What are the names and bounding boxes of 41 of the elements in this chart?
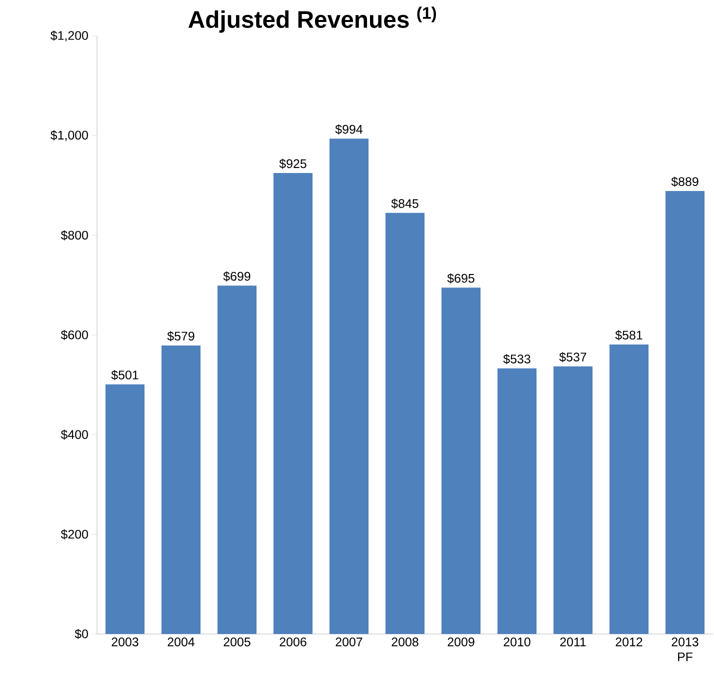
data-label: $925 bbox=[279, 158, 306, 169]
bar bbox=[106, 384, 144, 634]
y-tick-label: $400 bbox=[60, 430, 88, 440]
bar bbox=[498, 368, 537, 634]
chart-title: Adjusted Revenues $^{(1)}$ bbox=[188, 6, 436, 33]
y-tick-label: $1,000 bbox=[50, 130, 88, 142]
data-label: $581 bbox=[615, 330, 642, 340]
y-tick-label: $1,200 bbox=[50, 30, 88, 42]
x-tick-label: 2005 bbox=[224, 638, 250, 646]
data-label: $889 bbox=[671, 176, 698, 187]
x-tick-label: 2013 PF bbox=[672, 638, 698, 662]
bar bbox=[386, 212, 425, 634]
x-tick-label: 2006 bbox=[280, 638, 306, 646]
data-label: $579 bbox=[167, 331, 194, 342]
bar bbox=[610, 344, 649, 634]
data-label: $533 bbox=[503, 354, 530, 364]
bar bbox=[554, 366, 593, 634]
bar bbox=[162, 345, 201, 634]
data-label: $845 bbox=[391, 198, 418, 209]
x-tick-label: 2012 bbox=[616, 638, 642, 646]
x-tick-label: 2011 bbox=[560, 638, 586, 646]
x-tick-label: 2008 bbox=[392, 638, 418, 646]
x-tick-label: 2004 bbox=[168, 638, 194, 646]
data-label: $537 bbox=[559, 352, 586, 362]
x-tick-label: 2003 bbox=[112, 638, 138, 646]
x-tick-label: 2010 bbox=[504, 638, 530, 646]
data-label: $501 bbox=[111, 370, 138, 380]
bar bbox=[666, 190, 705, 634]
y-tick-label: $600 bbox=[60, 330, 88, 340]
y-tick-label: $200 bbox=[60, 529, 88, 540]
bar bbox=[442, 288, 481, 634]
y-tick-label: $800 bbox=[60, 230, 88, 240]
x-tick-label: 2009 bbox=[448, 638, 474, 646]
y-tick-label: $0 bbox=[74, 628, 88, 640]
bar bbox=[330, 138, 369, 634]
data-label: $699 bbox=[223, 271, 250, 282]
data-label: $695 bbox=[447, 273, 474, 284]
x-tick-label: 2007 bbox=[336, 638, 362, 646]
data-label: $994 bbox=[335, 124, 362, 134]
bar bbox=[218, 286, 257, 634]
bar bbox=[274, 173, 313, 634]
